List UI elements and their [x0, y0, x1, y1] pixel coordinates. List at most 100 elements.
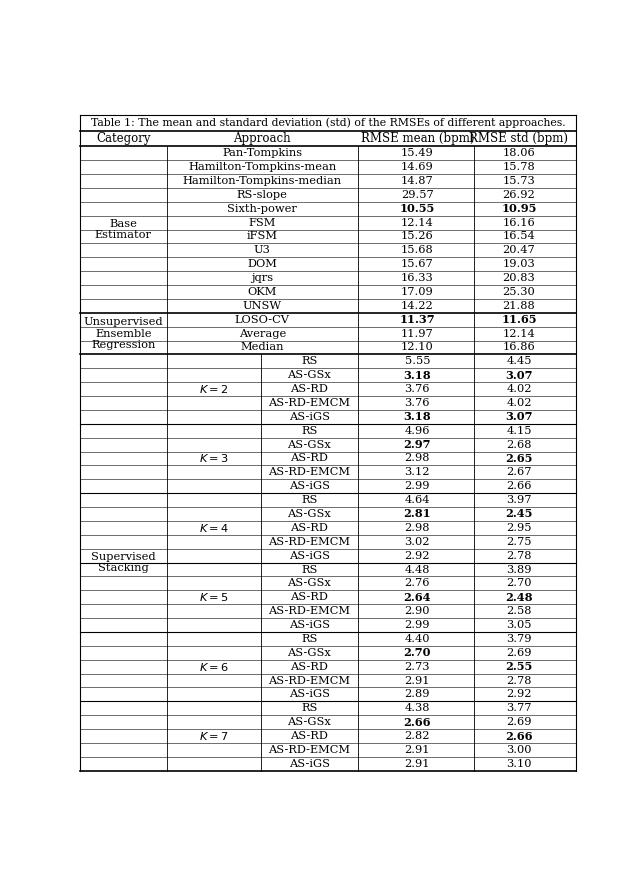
Text: 18.06: 18.06 — [502, 148, 535, 158]
Text: 2.98: 2.98 — [404, 453, 430, 464]
Text: 3.76: 3.76 — [404, 384, 430, 394]
Text: AS-GSx: AS-GSx — [287, 717, 332, 727]
Text: AS-RD: AS-RD — [291, 592, 328, 603]
Text: 3.76: 3.76 — [404, 398, 430, 408]
Text: 2.75: 2.75 — [506, 537, 532, 547]
Text: 15.68: 15.68 — [401, 245, 434, 255]
Text: 10.95: 10.95 — [501, 203, 537, 215]
Text: 16.33: 16.33 — [401, 273, 434, 283]
Text: 15.78: 15.78 — [502, 162, 535, 172]
Text: AS-GSx: AS-GSx — [287, 371, 332, 380]
Text: Approach: Approach — [234, 133, 291, 146]
Text: Unsupervised
Ensemble
Regression: Unsupervised Ensemble Regression — [84, 317, 163, 351]
Text: 25.30: 25.30 — [502, 287, 535, 297]
Text: jqrs: jqrs — [252, 273, 273, 283]
Text: 2.78: 2.78 — [506, 550, 532, 561]
Text: 20.83: 20.83 — [502, 273, 535, 283]
Text: 2.69: 2.69 — [506, 717, 532, 727]
Text: 2.73: 2.73 — [404, 662, 430, 671]
Text: 4.48: 4.48 — [404, 564, 430, 575]
Text: 2.66: 2.66 — [505, 731, 532, 741]
Text: AS-RD: AS-RD — [291, 731, 328, 741]
Text: 2.91: 2.91 — [404, 745, 430, 755]
Text: RS: RS — [301, 634, 317, 644]
Text: $K = 5$: $K = 5$ — [199, 591, 228, 603]
Text: 2.89: 2.89 — [404, 690, 430, 699]
Text: 3.79: 3.79 — [506, 634, 532, 644]
Text: 2.91: 2.91 — [404, 759, 430, 769]
Text: DOM: DOM — [247, 259, 277, 269]
Text: Hamilton-Tompkins-mean: Hamilton-Tompkins-mean — [188, 162, 337, 172]
Text: AS-RD: AS-RD — [291, 384, 328, 394]
Text: Median: Median — [241, 343, 284, 352]
Text: RS: RS — [301, 357, 317, 366]
Text: 3.10: 3.10 — [506, 759, 532, 769]
Text: $K = 6$: $K = 6$ — [199, 661, 229, 672]
Text: 2.82: 2.82 — [404, 731, 430, 741]
Text: 2.92: 2.92 — [404, 550, 430, 561]
Text: 3.12: 3.12 — [404, 467, 430, 477]
Text: 10.55: 10.55 — [399, 203, 435, 215]
Text: 2.66: 2.66 — [404, 717, 431, 727]
Text: 16.86: 16.86 — [502, 343, 535, 352]
Text: AS-RD-EMCM: AS-RD-EMCM — [268, 398, 351, 408]
Text: 29.57: 29.57 — [401, 190, 434, 200]
Text: AS-iGS: AS-iGS — [289, 550, 330, 561]
Text: $K = 3$: $K = 3$ — [199, 453, 228, 465]
Text: 2.45: 2.45 — [505, 508, 532, 520]
Text: 3.89: 3.89 — [506, 564, 532, 575]
Text: 11.37: 11.37 — [399, 314, 435, 325]
Text: 5.55: 5.55 — [404, 357, 430, 366]
Text: UNSW: UNSW — [243, 301, 282, 310]
Text: Supervised
Stacking: Supervised Stacking — [91, 552, 156, 574]
Text: 4.02: 4.02 — [506, 384, 532, 394]
Text: 26.92: 26.92 — [502, 190, 535, 200]
Text: AS-iGS: AS-iGS — [289, 690, 330, 699]
Text: 3.97: 3.97 — [506, 495, 532, 505]
Text: 16.16: 16.16 — [502, 218, 535, 228]
Text: 17.09: 17.09 — [401, 287, 434, 297]
Text: AS-RD: AS-RD — [291, 523, 328, 533]
Text: 2.68: 2.68 — [506, 439, 532, 450]
Text: AS-RD-EMCM: AS-RD-EMCM — [268, 537, 351, 547]
Text: Table 1: The mean and standard deviation (std) of the RMSEs of different approac: Table 1: The mean and standard deviation… — [91, 118, 565, 128]
Text: $K = 4$: $K = 4$ — [199, 521, 229, 534]
Text: RMSE std (bpm): RMSE std (bpm) — [470, 133, 568, 146]
Text: AS-GSx: AS-GSx — [287, 509, 332, 519]
Text: 15.67: 15.67 — [401, 259, 434, 269]
Text: 2.67: 2.67 — [506, 467, 532, 477]
Text: Sixth-power: Sixth-power — [227, 204, 297, 214]
Text: 2.92: 2.92 — [506, 690, 532, 699]
Text: 2.55: 2.55 — [506, 661, 532, 672]
Text: 4.96: 4.96 — [404, 426, 430, 436]
Text: 14.22: 14.22 — [401, 301, 434, 310]
Text: AS-RD: AS-RD — [291, 662, 328, 671]
Text: 3.18: 3.18 — [403, 412, 431, 422]
Text: AS-iGS: AS-iGS — [289, 481, 330, 491]
Text: 2.76: 2.76 — [404, 578, 430, 589]
Text: 12.10: 12.10 — [401, 343, 434, 352]
Text: 11.97: 11.97 — [401, 329, 434, 338]
Text: 20.47: 20.47 — [502, 245, 535, 255]
Text: iFSM: iFSM — [247, 231, 278, 242]
Text: 2.65: 2.65 — [505, 453, 532, 464]
Text: 4.45: 4.45 — [506, 357, 532, 366]
Text: 2.64: 2.64 — [404, 592, 431, 603]
Text: U3: U3 — [254, 245, 271, 255]
Text: 2.99: 2.99 — [404, 481, 430, 491]
Text: Base
Estimator: Base Estimator — [95, 219, 152, 241]
Text: 14.69: 14.69 — [401, 162, 434, 172]
Text: 15.49: 15.49 — [401, 148, 434, 158]
Text: RMSE mean (bpm): RMSE mean (bpm) — [360, 133, 474, 146]
Text: $K = 2$: $K = 2$ — [199, 383, 228, 395]
Text: 4.15: 4.15 — [506, 426, 532, 436]
Text: AS-RD: AS-RD — [291, 453, 328, 464]
Text: RS-slope: RS-slope — [237, 190, 288, 200]
Text: $K = 7$: $K = 7$ — [199, 730, 228, 742]
Text: 16.54: 16.54 — [502, 231, 535, 242]
Text: RS: RS — [301, 426, 317, 436]
Text: AS-GSx: AS-GSx — [287, 578, 332, 589]
Text: 2.95: 2.95 — [506, 523, 532, 533]
Text: 11.65: 11.65 — [501, 314, 537, 325]
Text: 21.88: 21.88 — [502, 301, 535, 310]
